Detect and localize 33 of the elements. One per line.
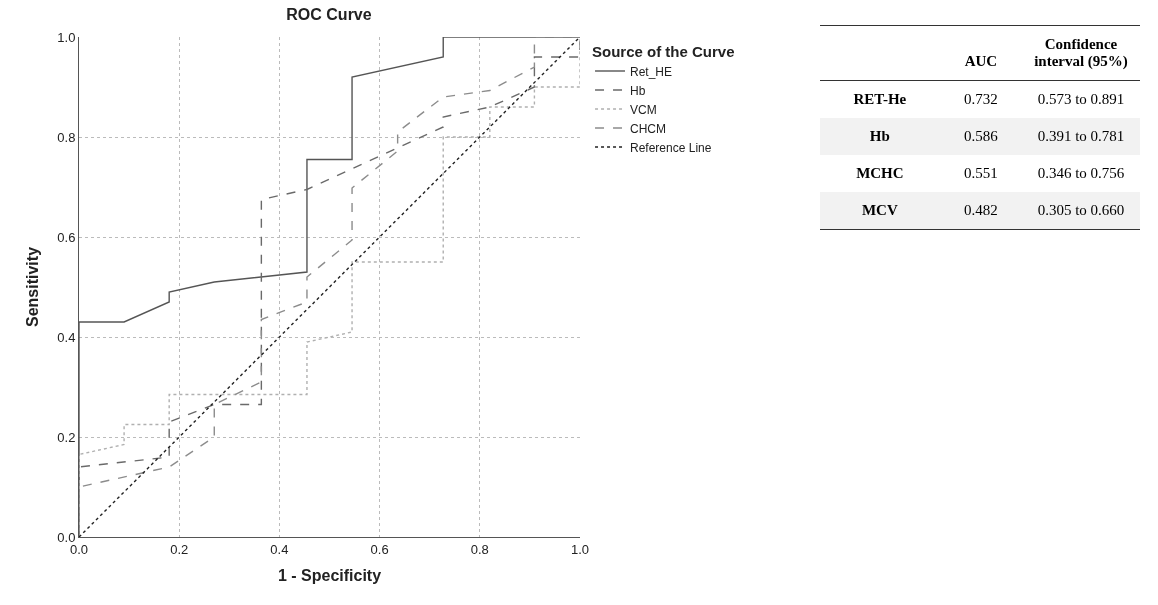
category-label: Hb [868,127,891,146]
data-label: 0.305 to 0.660 [1036,201,1126,220]
data-label: 0.391 to 0.781 [1036,127,1126,146]
x-tick-label: 0.2 [170,541,189,557]
data-label: 0.732 [963,90,999,109]
x-axis-title: 1 - Specificity [277,567,382,585]
category-label: MCHC [855,164,905,183]
legend-label: Hb [630,83,646,98]
legend-label: Reference Line [630,140,712,155]
legend-label: Ret_HE [630,64,673,79]
legend-label: CHCM [630,121,667,136]
x-tick-label: 1.0 [570,541,590,557]
data-label: 0.346 to 0.756 [1036,164,1126,183]
x-tick-label: 0.4 [270,541,289,557]
data-label: 0.482 [963,201,999,220]
category-label: MCV [860,201,899,220]
data-label: 0.586 [963,127,999,146]
y-tick-label: 0.8 [57,129,76,145]
chart-title: ROC Curve [286,6,372,24]
x-tick-label: 0.8 [470,541,489,557]
data-label: 0.551 [963,164,999,183]
y-tick-label: 0.6 [57,229,76,245]
x-tick-label: 0.6 [370,541,389,557]
legend-title: Source of the Curve [592,42,735,60]
data-label: 0.573 to 0.891 [1036,90,1126,109]
legend-label: VCM [630,102,657,117]
category-label: RET-He [852,90,908,109]
y-axis-title: Sensitivity [24,246,42,328]
text: AUC [963,52,999,71]
text: Confidence interval (95%) [1033,35,1129,71]
y-tick-label: 1.0 [57,29,76,45]
y-tick-label: 0.2 [57,429,76,445]
y-tick-label: 0.4 [57,329,76,345]
